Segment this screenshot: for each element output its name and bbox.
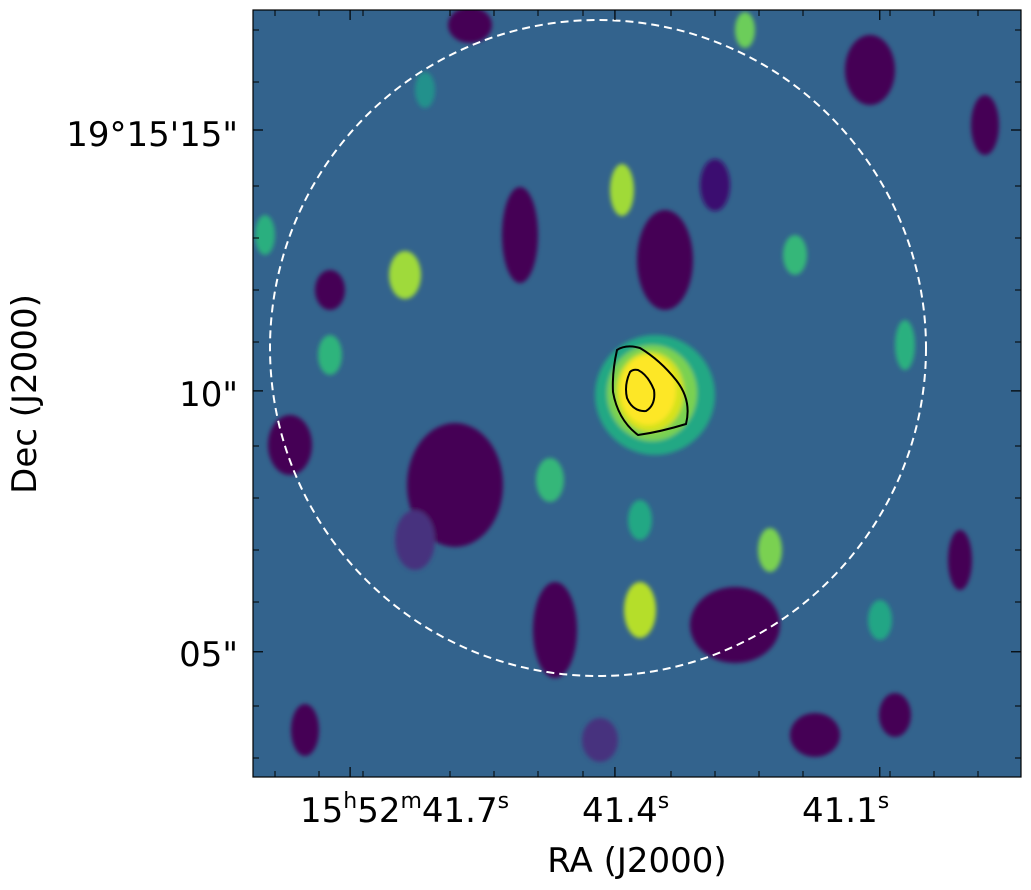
y-minor-ticks bbox=[253, 29, 1021, 759]
x-tick-label-0: 15h52m41.7s bbox=[300, 789, 509, 831]
x-minor-ticks bbox=[274, 10, 979, 777]
y-tick-label-0: 19°15'15" bbox=[66, 115, 238, 155]
x-tick-label-1: 41.4s bbox=[582, 789, 669, 831]
image-area bbox=[253, 10, 1021, 777]
inner-contour bbox=[625, 368, 656, 413]
x-major-ticks bbox=[349, 10, 881, 777]
outer-contour bbox=[611, 345, 689, 437]
x-axis-label: RA (J2000) bbox=[547, 841, 726, 881]
axes-frame bbox=[252, 9, 1022, 778]
y-tick-label-2: 05" bbox=[179, 635, 238, 675]
beam-circle bbox=[269, 19, 927, 677]
y-major-ticks bbox=[253, 129, 1021, 653]
intensity-blobs bbox=[255, 10, 999, 762]
y-tick-label-1: 10" bbox=[179, 375, 238, 415]
y-axis-label: Dec (J2000) bbox=[5, 294, 45, 494]
x-tick-label-2: 41.1s bbox=[802, 789, 889, 831]
